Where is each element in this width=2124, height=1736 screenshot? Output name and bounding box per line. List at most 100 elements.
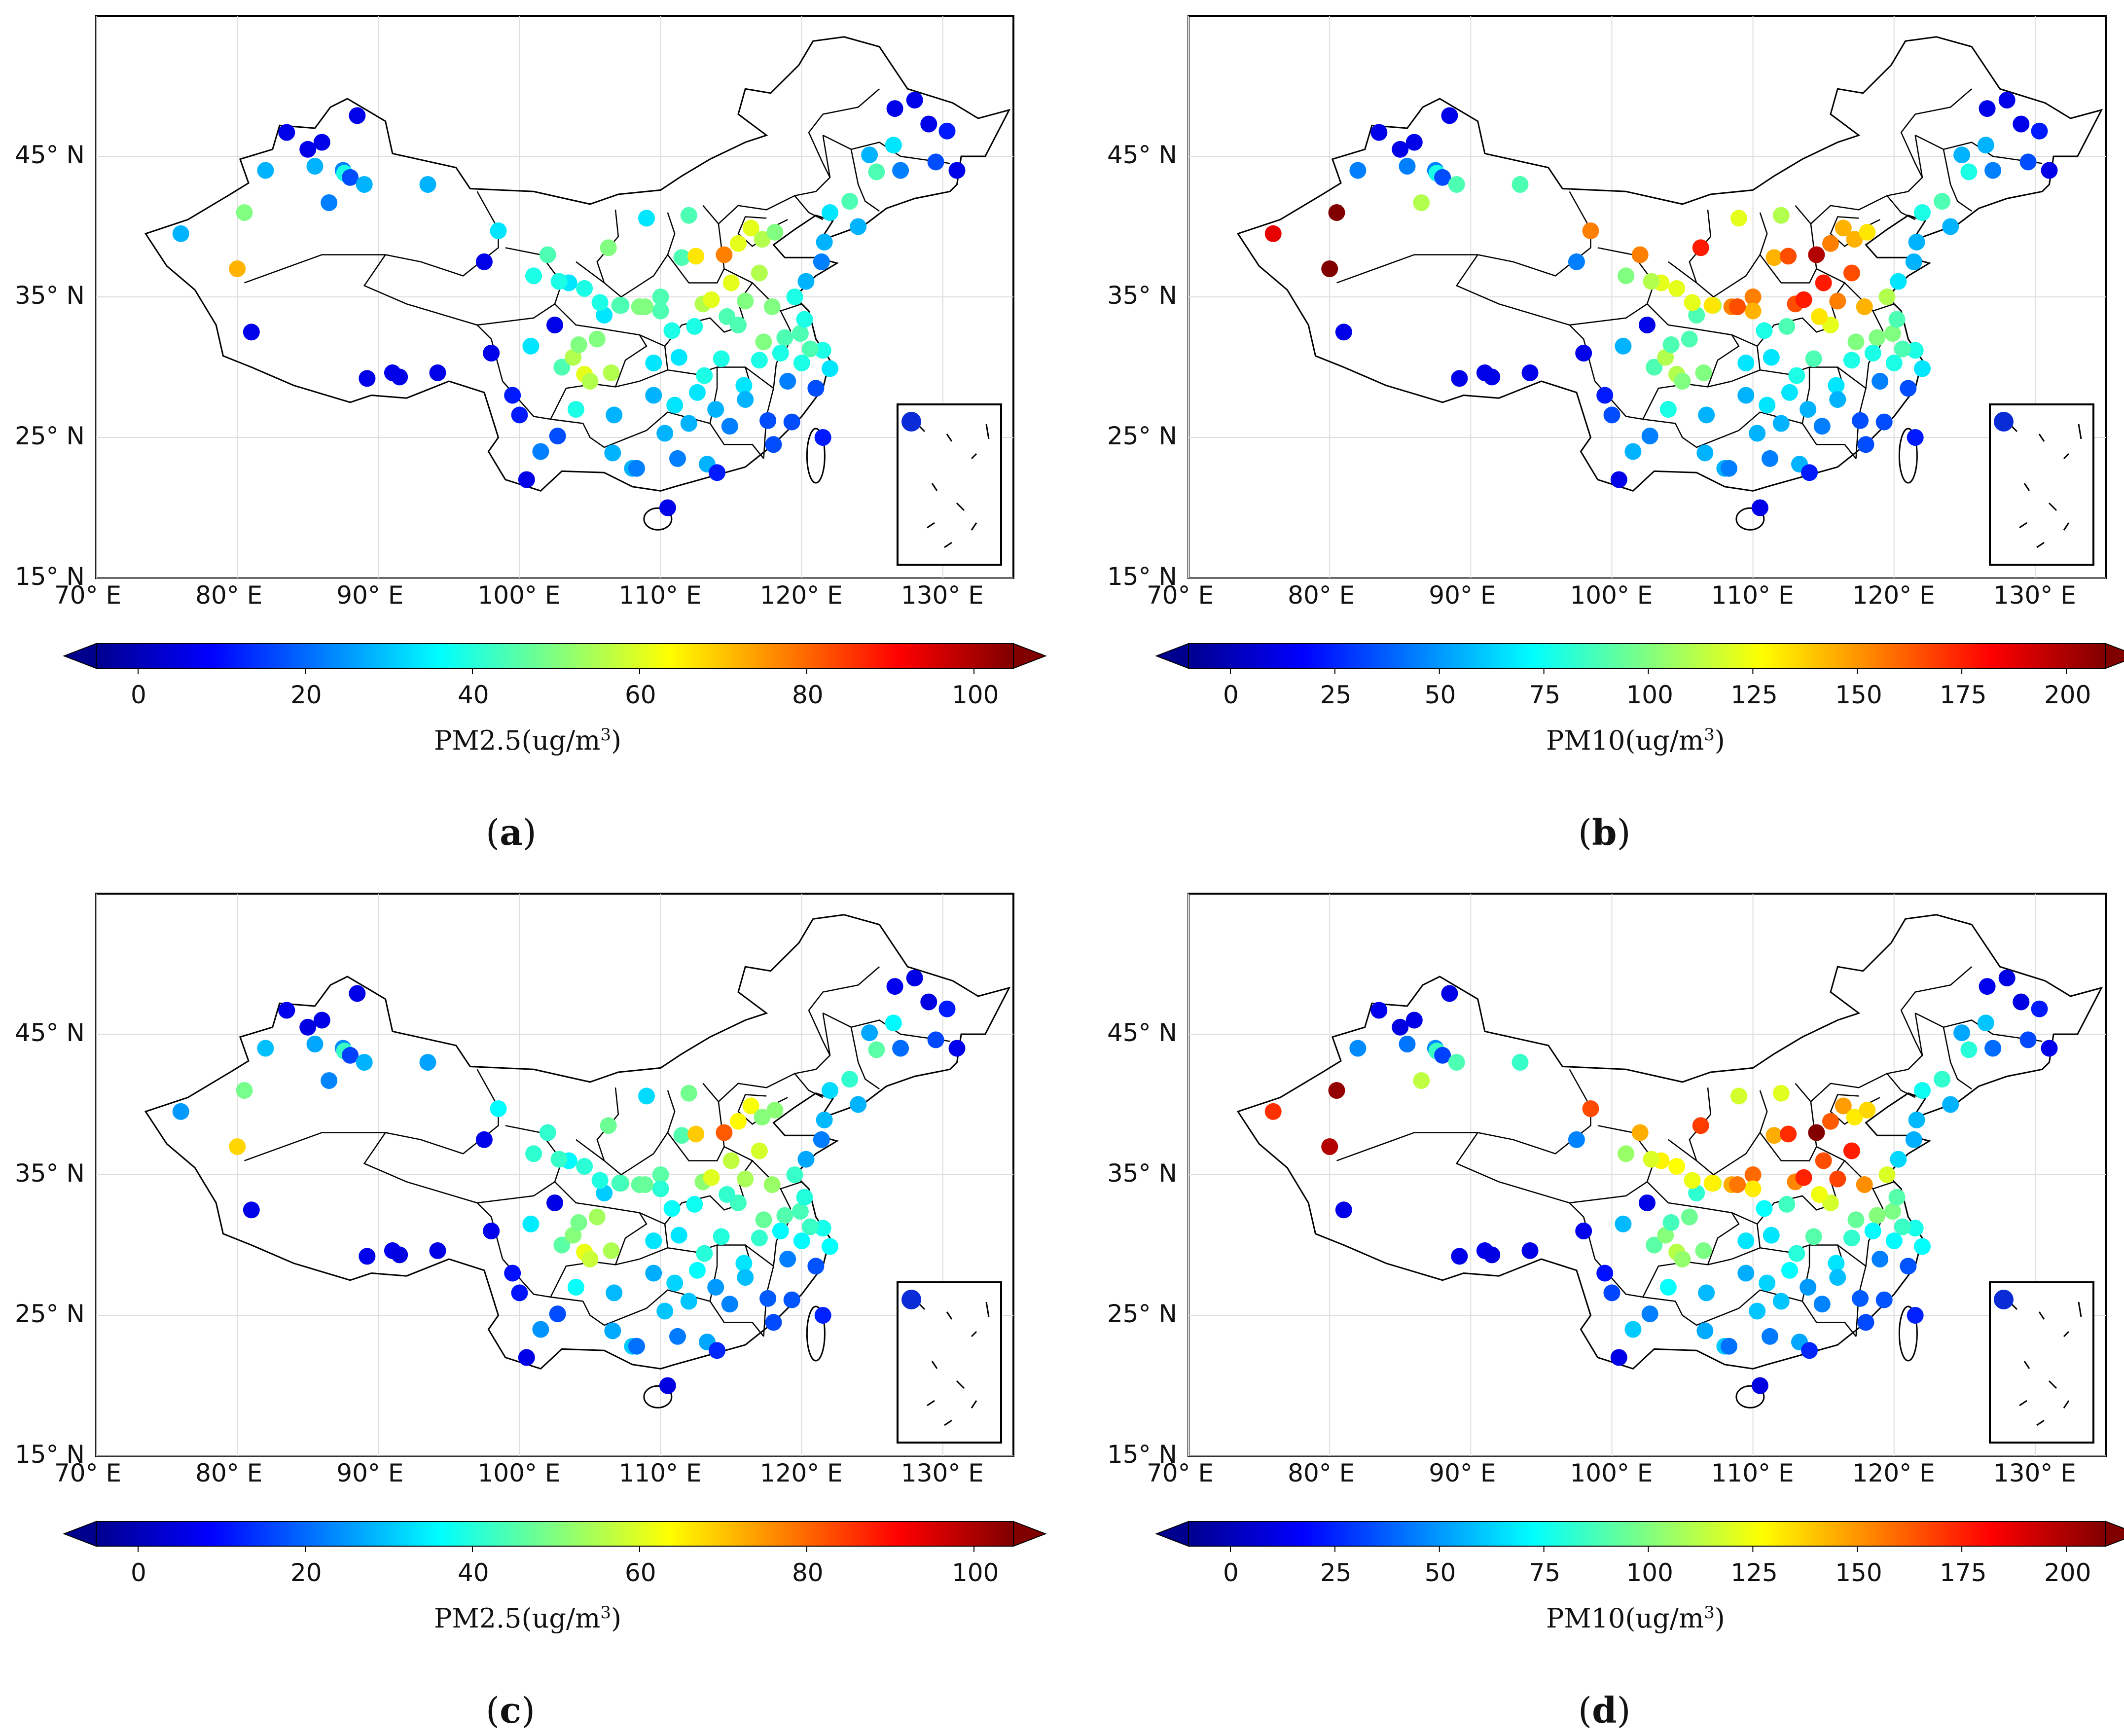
station-marker [539, 1124, 556, 1141]
station-marker [652, 302, 669, 320]
station-marker [670, 1227, 687, 1244]
station-marker [1483, 368, 1501, 386]
station-marker [659, 1377, 676, 1394]
station-marker [1349, 1040, 1367, 1057]
station-marker [313, 134, 330, 151]
station-marker [779, 373, 796, 390]
station-marker [1942, 218, 1959, 235]
station-marker [1521, 364, 1539, 381]
station-marker [1657, 349, 1674, 366]
station-marker [1744, 302, 1762, 320]
station-marker [576, 1157, 593, 1175]
station-marker [483, 1223, 500, 1239]
station-marker [1846, 231, 1863, 248]
paren-open: ( [486, 812, 500, 853]
station-marker [1835, 1097, 1852, 1115]
station-marker [1884, 325, 1901, 342]
station-marker [822, 360, 838, 377]
station-marker [1828, 1255, 1845, 1272]
map-panel-b: 0 25 50 75 100 125 150 175 200 45° N 35° N 25° N 15°… [1092, 0, 2124, 858]
station-marker [1900, 1258, 1917, 1275]
station-marker [504, 387, 521, 404]
station-marker [776, 329, 793, 346]
province-border [614, 334, 648, 387]
station-marker [591, 1172, 609, 1189]
nine-dash-line-segment [2078, 424, 2082, 439]
station-marker [666, 397, 684, 414]
station-marker [906, 970, 923, 986]
province-border [550, 411, 764, 459]
station-marker [766, 1101, 784, 1119]
station-marker [342, 1047, 359, 1064]
station-marker [751, 1230, 768, 1247]
station-marker [570, 1214, 587, 1231]
longitude-label: 120° E [759, 1459, 843, 1487]
station-marker [673, 249, 690, 266]
unit-close: ) [611, 1603, 622, 1634]
station-marker [1763, 1227, 1780, 1244]
station-marker [1977, 1014, 1994, 1032]
station-marker [1765, 249, 1783, 266]
colorbar [96, 1521, 1014, 1547]
station-marker [814, 429, 831, 446]
station-marker [546, 317, 563, 333]
station-marker [1778, 1195, 1796, 1213]
station-marker [1847, 333, 1865, 351]
province-border [1569, 247, 1655, 326]
station-marker [1772, 1085, 1790, 1102]
station-marker [652, 1166, 669, 1183]
taiwan-island [1898, 428, 1918, 484]
inset-station-marker [901, 412, 921, 432]
station-marker [841, 193, 859, 210]
latitude-label: 15° N [15, 1440, 85, 1469]
colorbar-min-extend [1155, 643, 1189, 669]
station-marker [1698, 406, 1715, 424]
station-marker [1829, 1170, 1846, 1188]
longitude-label: 130° E [900, 1459, 984, 1487]
paren-close: ) [521, 1690, 536, 1731]
station-marker [1483, 1246, 1501, 1264]
station-marker [553, 359, 571, 376]
panel-label: (d) [1578, 1689, 1631, 1731]
station-marker [596, 307, 613, 324]
station-marker [1659, 401, 1677, 418]
inset-station-marker [1994, 1290, 2014, 1309]
station-marker [1512, 1054, 1529, 1071]
station-marker [814, 342, 831, 359]
nine-dash-line-segment [931, 1361, 938, 1369]
south-china-sea-inset [1989, 1281, 2094, 1444]
station-marker [1835, 219, 1852, 237]
station-marker [628, 1338, 645, 1355]
station-marker [680, 207, 697, 224]
south-china-sea-inset [1989, 403, 2094, 566]
province-border [667, 205, 725, 284]
nine-dash-line-segment [971, 522, 977, 531]
station-marker [1674, 1251, 1691, 1267]
station-marker [1847, 1211, 1865, 1229]
station-marker [656, 1302, 674, 1320]
panel-label: (c) [486, 1689, 535, 1731]
station-marker [751, 1142, 768, 1159]
colorbar-tick-label: 75 [1529, 681, 1561, 709]
station-marker [1646, 1236, 1663, 1254]
station-marker [737, 391, 754, 408]
station-marker [518, 1349, 535, 1366]
station-marker [638, 210, 655, 227]
station-marker [1684, 294, 1701, 311]
nine-dash-line-segment [2038, 434, 2045, 442]
station-marker [596, 1185, 613, 1201]
station-marker [628, 460, 645, 477]
latitude-label: 35° N [1107, 281, 1177, 310]
station-marker [229, 1138, 246, 1155]
station-marker [1624, 443, 1642, 460]
longitude-label: 70° E [1147, 581, 1214, 610]
station-marker [816, 233, 833, 251]
nine-dash-line-segment [2078, 1302, 2082, 1317]
station-marker [522, 1215, 540, 1232]
station-marker [2031, 122, 2048, 140]
station-marker [1639, 317, 1656, 333]
station-marker [637, 298, 654, 315]
colorbar-tick-label: 75 [1529, 1558, 1561, 1587]
panel-label: (a) [486, 811, 537, 853]
paren-close: ) [1617, 812, 1631, 853]
